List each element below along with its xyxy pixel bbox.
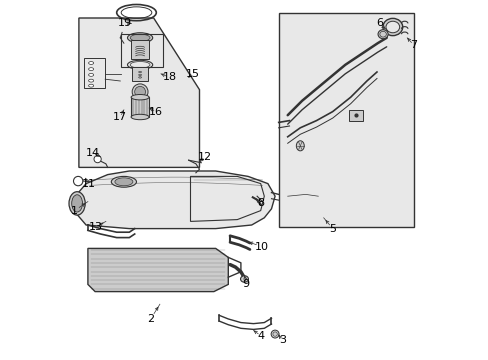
Circle shape [134, 86, 145, 97]
Bar [132, 67, 148, 81]
Text: 6: 6 [375, 18, 382, 28]
Ellipse shape [139, 71, 141, 73]
Polygon shape [79, 18, 199, 167]
Ellipse shape [88, 68, 94, 71]
Text: 2: 2 [147, 314, 154, 324]
Ellipse shape [296, 141, 304, 151]
Circle shape [270, 330, 279, 338]
Ellipse shape [139, 77, 141, 78]
Ellipse shape [88, 79, 94, 82]
Ellipse shape [139, 74, 141, 76]
Ellipse shape [115, 178, 133, 186]
Ellipse shape [385, 21, 399, 33]
Ellipse shape [72, 195, 82, 212]
Text: 8: 8 [257, 198, 264, 208]
Ellipse shape [69, 192, 85, 215]
Text: 4: 4 [257, 330, 264, 341]
Text: 14: 14 [85, 148, 100, 158]
Text: 12: 12 [198, 152, 211, 162]
Ellipse shape [377, 30, 387, 39]
Ellipse shape [127, 60, 152, 69]
Ellipse shape [111, 176, 136, 187]
Text: 11: 11 [82, 179, 96, 189]
Bar [121, 34, 163, 67]
Ellipse shape [130, 34, 150, 41]
Text: 5: 5 [328, 224, 336, 234]
Text: 16: 16 [149, 107, 163, 117]
Text: 10: 10 [254, 242, 268, 252]
Bar [278, 13, 413, 227]
Text: 13: 13 [89, 222, 103, 232]
Ellipse shape [131, 114, 149, 120]
Text: 19: 19 [118, 18, 132, 28]
Text: 3: 3 [278, 335, 285, 345]
Ellipse shape [88, 84, 94, 87]
Text: 1: 1 [71, 206, 78, 216]
Text: 7: 7 [409, 40, 416, 50]
Polygon shape [73, 171, 275, 229]
Ellipse shape [88, 73, 94, 76]
Polygon shape [348, 110, 363, 121]
Ellipse shape [127, 33, 152, 43]
Ellipse shape [131, 94, 149, 100]
Ellipse shape [240, 276, 248, 282]
Text: 9: 9 [242, 279, 249, 289]
Polygon shape [190, 176, 264, 221]
Bar [131, 97, 149, 117]
Circle shape [94, 156, 101, 163]
Ellipse shape [88, 62, 94, 64]
Text: 17: 17 [113, 112, 127, 122]
Bar [84, 58, 105, 88]
Ellipse shape [382, 18, 402, 36]
Circle shape [132, 84, 148, 100]
Polygon shape [88, 248, 228, 292]
Text: 15: 15 [185, 69, 200, 79]
Text: 18: 18 [162, 72, 176, 82]
Circle shape [73, 176, 82, 186]
Bar [131, 40, 149, 59]
